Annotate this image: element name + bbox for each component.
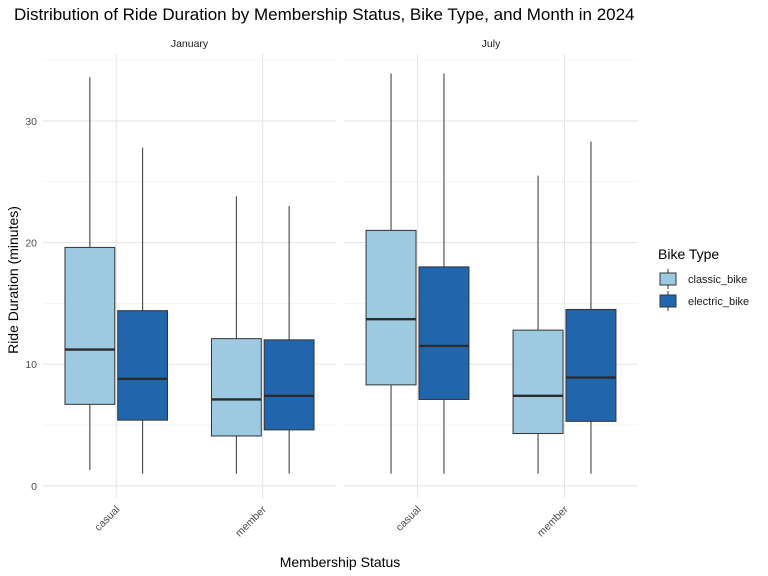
box-iqr [117, 310, 169, 421]
legend-item-classic_bike: classic_bike [659, 269, 747, 289]
box-member-electric_bike [263, 206, 315, 474]
legend-key-swatch [659, 294, 677, 308]
box-iqr [263, 339, 315, 431]
box-iqr [512, 329, 564, 435]
facet-panel-july: July casual member [344, 38, 638, 539]
box-member-classic_bike [512, 175, 564, 474]
box-iqr [210, 338, 262, 437]
y-tick-label: 30 [25, 116, 37, 128]
facet-strip-label: January [171, 38, 209, 50]
y-axis-title: Ride Duration (minutes) [5, 206, 21, 354]
box-iqr [365, 229, 417, 386]
y-tick-label: 0 [31, 481, 37, 493]
legend-label: electric_bike [688, 296, 749, 308]
box-member-classic_bike [210, 196, 262, 474]
x-tick-label: member [535, 503, 571, 539]
facet-strip-label: July [482, 38, 501, 50]
chart-title: Distribution of Ride Duration by Members… [14, 5, 635, 24]
box-iqr [64, 246, 116, 405]
legend-item-electric_bike: electric_bike [659, 291, 749, 311]
box-casual-classic_bike [64, 77, 116, 471]
y-tick-label: 20 [25, 238, 37, 250]
legend: Bike Type classic_bike electric_bike [658, 246, 749, 311]
facet-panel-january: January casual member [43, 38, 336, 539]
y-axis: 0 10 20 30 [25, 116, 37, 493]
facet-panels: January casual member July casual member [43, 38, 638, 539]
x-tick-label: casual [92, 504, 122, 534]
box-iqr [418, 266, 470, 400]
box-casual-classic_bike [365, 73, 417, 474]
box-member-electric_bike [565, 141, 617, 474]
x-tick-label: member [233, 503, 269, 539]
legend-label: classic_bike [688, 274, 747, 286]
x-tick-label: casual [394, 504, 424, 534]
box-casual-electric_bike [117, 147, 169, 474]
legend-title: Bike Type [658, 246, 719, 262]
box-casual-electric_bike [418, 73, 470, 474]
box-iqr [565, 308, 617, 422]
y-tick-label: 10 [25, 359, 37, 371]
legend-key-swatch [659, 272, 677, 286]
x-axis-title: Membership Status [280, 554, 401, 570]
